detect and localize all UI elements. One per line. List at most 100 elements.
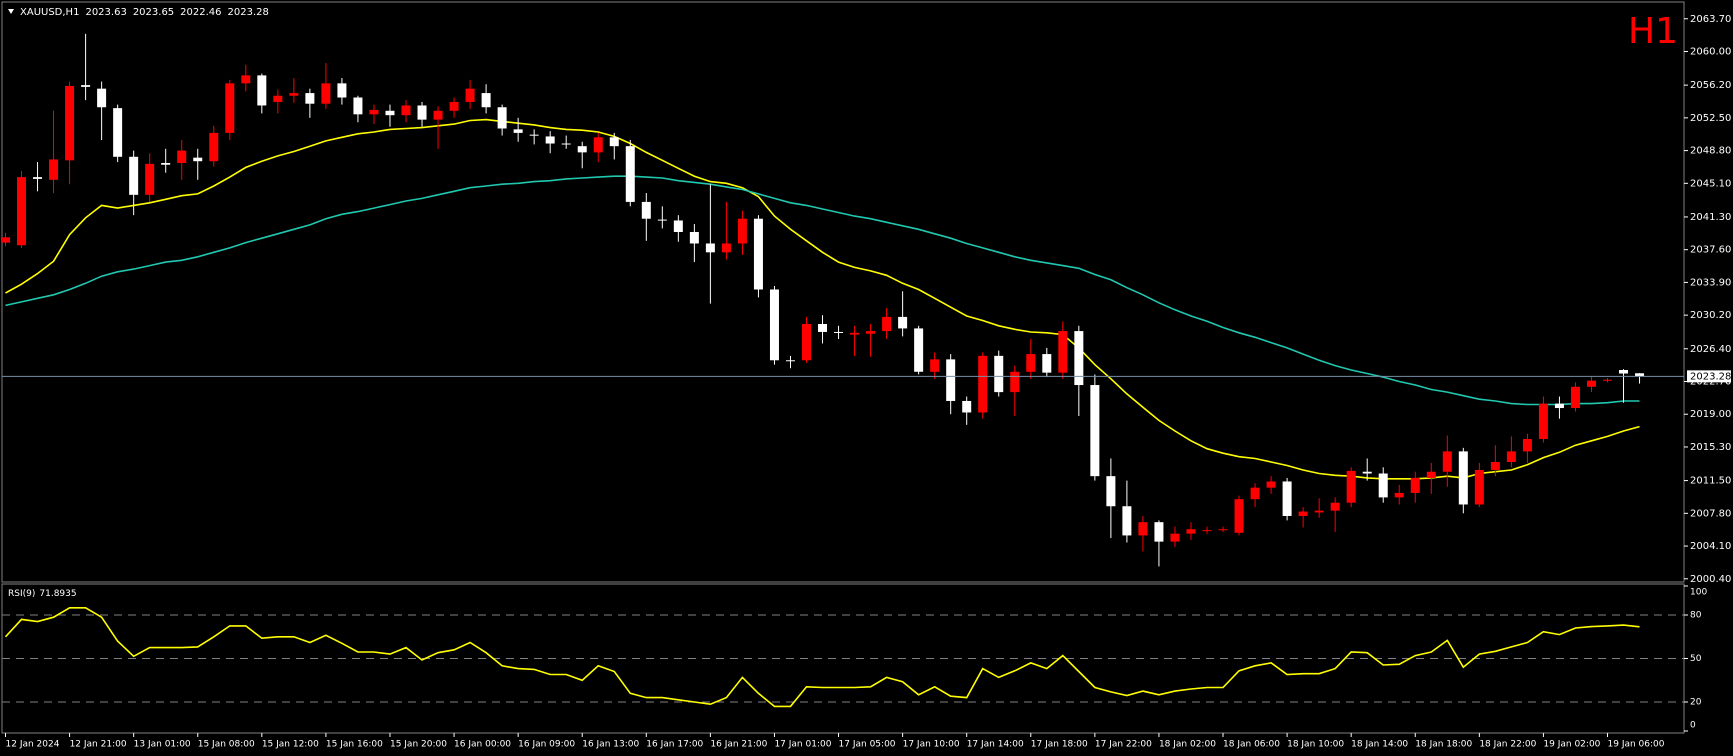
candle-body <box>353 97 363 115</box>
x-tick-label: 17 Jan 01:00 <box>774 740 831 750</box>
candle-body <box>753 218 763 290</box>
candle-body <box>577 146 587 153</box>
x-tick-label: 13 Jan 01:00 <box>134 740 191 750</box>
candle-body <box>1442 451 1452 472</box>
candle-body <box>641 201 651 219</box>
candle-body <box>1635 373 1645 377</box>
candle-body <box>1586 380 1596 387</box>
candle-body <box>994 355 1004 393</box>
candle-body <box>401 105 411 116</box>
x-tick-label: 16 Jan 17:00 <box>646 740 703 750</box>
ohlc-value: 2022.46 <box>180 7 221 18</box>
symbol: XAUUSD,H1 <box>20 7 79 18</box>
y-tick-label: 2060.00 <box>1690 47 1731 58</box>
candle-body <box>818 323 828 332</box>
candle-body <box>65 86 75 161</box>
candle-body <box>433 110 443 120</box>
rsi-label: RSI(9) 71.8935 <box>8 589 77 599</box>
candle-body <box>113 108 123 157</box>
candle-body <box>1250 487 1260 500</box>
candle-body <box>513 129 523 133</box>
candle-body <box>1170 533 1180 542</box>
candle-body <box>1122 506 1132 536</box>
rsi-y-tick-label: 20 <box>1690 698 1702 708</box>
candle-body <box>305 93 315 104</box>
x-tick-label: 17 Jan 14:00 <box>967 740 1024 750</box>
candle-body <box>1058 331 1068 373</box>
x-tick-label: 17 Jan 05:00 <box>839 740 896 750</box>
candle-body <box>289 93 299 96</box>
candle-body <box>449 101 459 111</box>
candle-body <box>1154 522 1164 542</box>
y-tick-label: 2033.90 <box>1690 277 1731 288</box>
rsi-name: RSI(9) <box>8 589 35 599</box>
x-tick-label: 18 Jan 18:00 <box>1415 740 1472 750</box>
rsi-y-tick-label: 80 <box>1690 611 1702 621</box>
candle-body <box>609 137 619 147</box>
candle-body <box>1362 471 1372 474</box>
candle-body <box>1346 470 1356 503</box>
ohlc-value: 2023.28 <box>228 7 269 18</box>
candle-body <box>689 231 699 244</box>
candle-body <box>882 316 892 332</box>
candle-body <box>1410 477 1420 493</box>
candle-body <box>1458 451 1468 505</box>
x-tick-label: 12 Jan 21:00 <box>70 740 127 750</box>
candle-body <box>145 163 155 195</box>
x-tick-label: 18 Jan 02:00 <box>1159 740 1216 750</box>
x-tick-label: 16 Jan 09:00 <box>518 740 575 750</box>
y-tick-label: 2000.40 <box>1690 574 1731 585</box>
candle-body <box>1202 530 1212 532</box>
y-tick-label: 2015.30 <box>1690 442 1731 453</box>
y-tick-label: 2030.20 <box>1690 310 1731 321</box>
y-tick-label: 2004.10 <box>1690 541 1731 552</box>
current-price-label: 2023.28 <box>1690 371 1731 382</box>
x-tick-label: 16 Jan 21:00 <box>710 740 767 750</box>
candle-body <box>1026 354 1036 372</box>
x-tick-label: 15 Jan 16:00 <box>326 740 383 750</box>
current-price-box <box>1687 370 1731 383</box>
y-tick-label: 2048.80 <box>1690 146 1731 157</box>
candle-body <box>1426 471 1436 478</box>
chart-header: XAUUSD,H1 2023.63 2023.65 2022.46 2023.28 <box>20 7 269 18</box>
candle-body <box>737 218 747 244</box>
candle-body <box>850 332 860 335</box>
x-tick-label: 15 Jan 12:00 <box>262 740 319 750</box>
y-tick-label: 2041.30 <box>1690 212 1731 223</box>
main-panel-frame <box>1 1 1685 583</box>
x-tick-label: 15 Jan 20:00 <box>390 740 447 750</box>
candle-body <box>161 162 171 165</box>
candle-body <box>930 359 940 372</box>
y-tick-label: 2037.60 <box>1690 245 1731 256</box>
candle-body <box>1074 331 1084 386</box>
x-tick-label: 16 Jan 00:00 <box>454 740 511 750</box>
ohlc-value: 2023.65 <box>133 7 174 18</box>
candle-body <box>257 75 267 106</box>
y-tick-label: 2045.10 <box>1690 178 1731 189</box>
candle-body <box>625 146 635 202</box>
candle-body <box>1603 379 1612 381</box>
candle-body <box>962 400 972 413</box>
candle-body <box>1538 403 1548 440</box>
y-tick-label: 2007.80 <box>1690 508 1731 519</box>
candle-body <box>978 355 988 413</box>
candle-body <box>497 107 507 129</box>
x-tick-label: 17 Jan 22:00 <box>1095 740 1152 750</box>
x-tick-label: 18 Jan 22:00 <box>1479 740 1536 750</box>
candle-body <box>1042 354 1052 373</box>
x-tick-label: 17 Jan 10:00 <box>903 740 960 750</box>
moving-average <box>5 175 1640 406</box>
candle-body <box>785 360 795 362</box>
candle-body <box>1234 499 1244 533</box>
candle-body <box>273 95 283 102</box>
candle-body <box>1330 502 1340 511</box>
x-tick-label: 16 Jan 13:00 <box>582 740 639 750</box>
y-tick-label: 2056.20 <box>1690 80 1731 91</box>
candle-body <box>49 159 59 180</box>
candle-body <box>657 219 667 221</box>
menu-arrow <box>8 9 14 14</box>
x-tick-label: 19 Jan 02:00 <box>1543 740 1600 750</box>
candle-body <box>1 237 10 243</box>
candle-body <box>593 137 603 153</box>
